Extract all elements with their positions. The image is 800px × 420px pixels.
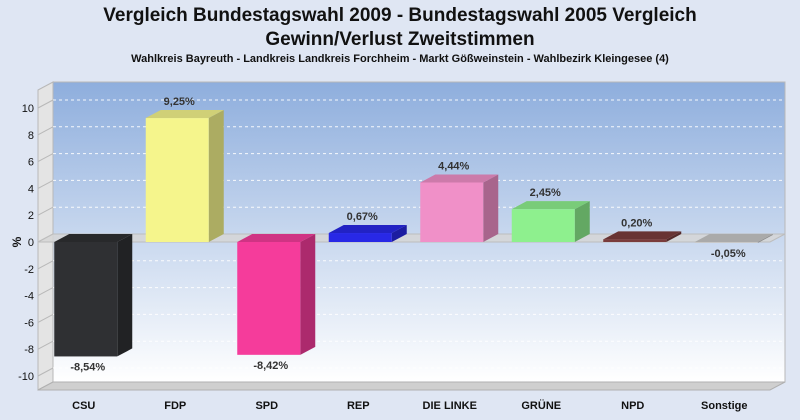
y-tick-label: 8 xyxy=(28,130,34,142)
gridline-side xyxy=(37,179,54,189)
data-label: 0,20% xyxy=(621,217,652,229)
bar-spd xyxy=(237,234,316,355)
x-tick-label: CSU xyxy=(72,400,95,412)
bar-top xyxy=(54,234,133,242)
x-tick-label: SPD xyxy=(255,400,278,412)
bar xyxy=(420,182,484,242)
bar-rep xyxy=(328,225,407,242)
data-label: 2,45% xyxy=(530,187,561,199)
bar xyxy=(54,242,118,357)
gridline-side xyxy=(37,260,54,270)
data-label: -0,05% xyxy=(711,248,746,260)
x-tick-label: NPD xyxy=(621,400,644,412)
chart-title: Vergleich Bundestagswahl 2009 - Bundesta… xyxy=(103,5,697,26)
bar-top xyxy=(694,234,773,242)
bar-csu xyxy=(54,234,133,357)
data-label: 4,44% xyxy=(438,161,469,173)
data-label: -8,42% xyxy=(253,360,288,372)
y-tick-label: -2 xyxy=(24,264,34,276)
x-tick-label: DIE LINKE xyxy=(423,400,477,412)
bar-side xyxy=(483,174,499,242)
bar xyxy=(237,242,301,355)
bar-top xyxy=(237,234,316,242)
bar-sonstige xyxy=(694,234,773,243)
gridline-side xyxy=(37,367,54,377)
bar-top xyxy=(420,174,499,183)
y-axis-label: % xyxy=(10,236,24,247)
gridline-side xyxy=(37,99,54,109)
gridline-side xyxy=(37,206,54,216)
y-tick-label: 6 xyxy=(28,157,34,169)
x-tick-label: REP xyxy=(347,400,370,412)
gridline-side xyxy=(37,287,54,297)
bar xyxy=(511,209,575,242)
bar-side xyxy=(300,234,316,355)
bar-grüne xyxy=(511,201,590,242)
bar-top xyxy=(511,201,590,210)
y-tick-label: -6 xyxy=(24,317,34,329)
bar-die-linke xyxy=(420,174,499,242)
y-tick-label: 4 xyxy=(28,183,34,195)
bar-side xyxy=(117,234,133,357)
x-tick-label: Sonstige xyxy=(701,400,747,412)
bar-npd xyxy=(603,231,682,242)
data-label: -8,54% xyxy=(70,361,105,373)
data-label: 9,25% xyxy=(164,96,195,108)
bar xyxy=(145,118,209,242)
bar xyxy=(603,239,667,242)
bar-fdp xyxy=(145,110,224,242)
chart-subtitle: Wahlkreis Bayreuth - Landkreis Landkreis… xyxy=(131,53,669,65)
bar xyxy=(694,242,758,243)
bar-side xyxy=(574,201,590,242)
gridline-side xyxy=(37,313,54,323)
plot-floor xyxy=(37,381,786,391)
bar-side xyxy=(391,225,407,242)
bar-side xyxy=(666,231,682,242)
bar-top xyxy=(145,110,224,119)
chart-title-line2: Gewinn/Verlust Zweitstimmen xyxy=(265,29,535,50)
x-tick-label: GRÜNE xyxy=(521,399,561,412)
y-tick-label: 2 xyxy=(28,210,34,222)
bar-side xyxy=(208,110,224,242)
data-label: 0,67% xyxy=(347,211,378,223)
bar-top xyxy=(603,231,682,240)
gridline-side xyxy=(37,126,54,136)
gridline-side xyxy=(37,153,54,163)
bar xyxy=(328,233,392,242)
gridline-side xyxy=(37,340,54,350)
bar-side xyxy=(757,234,773,243)
y-tick-label: -4 xyxy=(24,291,34,303)
y-tick-label: 0 xyxy=(28,237,34,249)
bar-top xyxy=(328,225,407,234)
y-tick-label: 10 xyxy=(22,103,34,115)
y-tick-label: -8 xyxy=(24,344,34,356)
x-tick-label: FDP xyxy=(164,400,186,412)
y-tick-label: -10 xyxy=(18,371,34,383)
